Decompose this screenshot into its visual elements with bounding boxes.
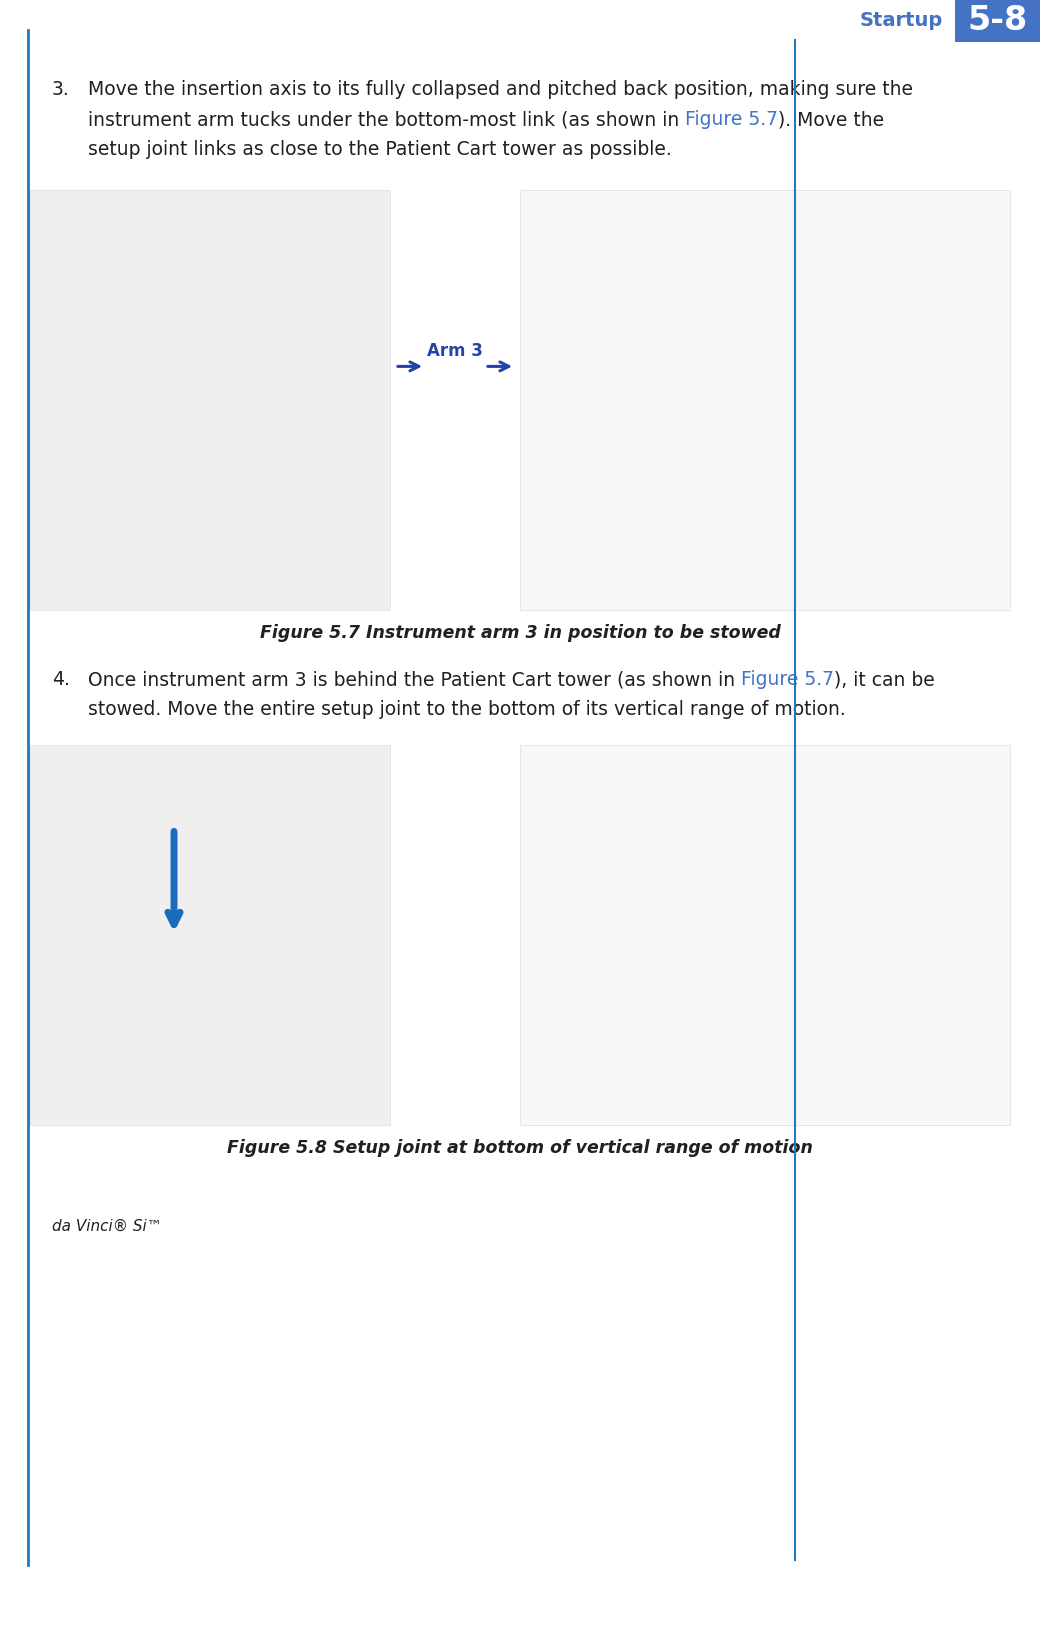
Text: 5-8: 5-8 — [967, 5, 1028, 38]
Text: Arm 3: Arm 3 — [427, 343, 483, 360]
Bar — [520, 746, 1010, 1125]
Text: 3.: 3. — [52, 79, 70, 99]
Text: ), it can be: ), it can be — [834, 670, 935, 690]
Text: instrument arm tucks under the bottom-most link (as shown in: instrument arm tucks under the bottom-mo… — [88, 111, 685, 129]
Text: Startup: Startup — [860, 12, 943, 30]
Text: 4.: 4. — [52, 670, 70, 690]
Text: Figure 5.7: Figure 5.7 — [742, 670, 834, 690]
Text: setup joint links as close to the Patient Cart tower as possible.: setup joint links as close to the Patien… — [88, 140, 672, 158]
Bar — [30, 190, 390, 610]
Text: Figure 5.8 Setup joint at bottom of vertical range of motion: Figure 5.8 Setup joint at bottom of vert… — [227, 1138, 813, 1157]
Text: ). Move the: ). Move the — [778, 111, 884, 129]
Text: da Vinci® Si™: da Vinci® Si™ — [52, 1219, 162, 1234]
Text: stowed. Move the entire setup joint to the bottom of its vertical range of motio: stowed. Move the entire setup joint to t… — [88, 700, 846, 719]
Text: Figure 5.7: Figure 5.7 — [685, 111, 778, 129]
Text: Once instrument arm 3 is behind the Patient Cart tower (as shown in: Once instrument arm 3 is behind the Pati… — [88, 670, 742, 690]
Text: Move the insertion axis to its fully collapsed and pitched back position, making: Move the insertion axis to its fully col… — [88, 79, 913, 99]
Text: Figure 5.7 Instrument arm 3 in position to be stowed: Figure 5.7 Instrument arm 3 in position … — [260, 624, 780, 642]
Bar — [520, 190, 1010, 610]
Bar — [30, 746, 390, 1125]
Bar — [955, 0, 1040, 41]
